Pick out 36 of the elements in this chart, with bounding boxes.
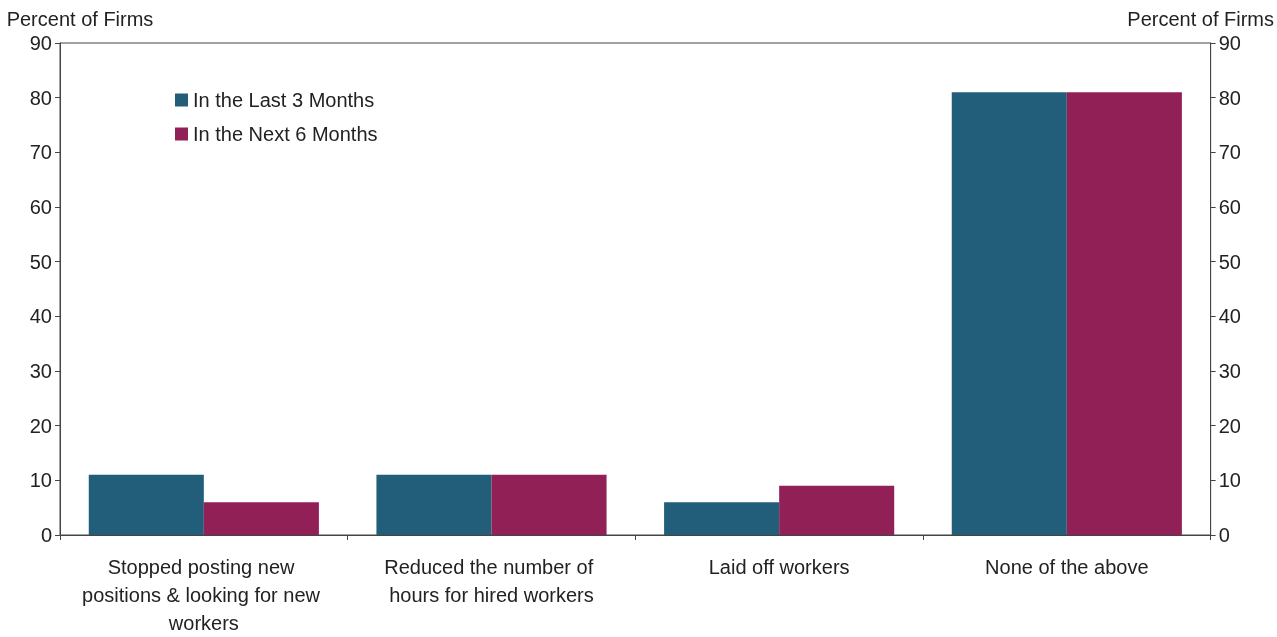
y2-tick-label: 80	[1218, 86, 1241, 109]
x-tick-label: Laid off workers	[708, 556, 850, 578]
y-tick-label: 10	[29, 469, 52, 492]
y-tick-label: 90	[29, 32, 52, 54]
y2-tick-label: 50	[1218, 250, 1241, 273]
bar	[664, 502, 780, 535]
y-tick-label: 40	[29, 305, 52, 328]
y-axis-title: Percent of Firms	[6, 8, 154, 30]
y-tick-label: 60	[29, 196, 52, 218]
bar	[1066, 92, 1182, 535]
y-tick-label: 70	[29, 141, 52, 164]
bar	[779, 485, 895, 535]
y2-axis-title: Percent of Firms	[1127, 8, 1274, 30]
y-tick-label: 0	[40, 524, 52, 546]
y2-tick-label: 40	[1218, 305, 1241, 328]
x-tick-label: Stopped posting new positions & looking for new workers	[82, 556, 326, 634]
y2-tick-label: 30	[1218, 360, 1241, 382]
y2-tick-label: 70	[1218, 141, 1241, 164]
y-tick-label: 50	[29, 250, 52, 273]
y-tick-label: 30	[29, 360, 52, 382]
y2-tick-label: 20	[1218, 414, 1241, 437]
y-tick-label: 20	[29, 414, 52, 437]
bar	[203, 502, 319, 535]
y2-tick-label: 60	[1218, 196, 1241, 218]
y2-tick-label: 90	[1218, 32, 1241, 54]
legend-label: In the Next 6 Months	[193, 123, 378, 145]
y2-tick-label: 10	[1218, 469, 1241, 492]
bar	[88, 474, 204, 535]
y2-tick-label: 0	[1218, 524, 1230, 546]
legend-label: In the Last 3 Months	[193, 89, 375, 111]
y-tick-label: 80	[29, 86, 52, 109]
bar	[491, 474, 607, 535]
bar	[376, 474, 492, 535]
bar	[951, 92, 1067, 535]
x-tick-label: None of the above	[985, 556, 1149, 578]
x-tick-label: Reduced the number of hours for hired workers	[384, 556, 599, 606]
